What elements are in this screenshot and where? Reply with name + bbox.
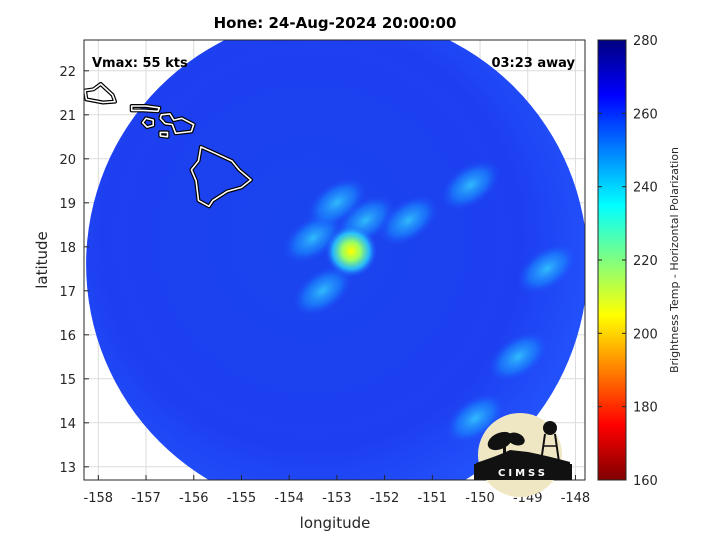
- convective-band: [378, 194, 439, 246]
- satellite-dish-icon: [487, 431, 525, 458]
- logo-text: CIMSS: [498, 468, 548, 479]
- y-tick-label: 16: [59, 329, 76, 344]
- convective-band: [516, 243, 577, 295]
- colorbar-label: Brightness Temp - Horizontal Polarizatio…: [668, 147, 681, 373]
- map-axes: -158 -157 -156 -155 -154 -153 -152 -151 -150 -149…: [15, 39, 591, 532]
- vmax-label: Vmax: 55 kts: [92, 56, 188, 71]
- island-outline: [130, 105, 161, 113]
- y-tick-label: 13: [59, 461, 76, 476]
- cimss-logo: CIMSS: [474, 413, 572, 497]
- x-tick-label: -154: [274, 491, 304, 506]
- x-tick-label: -153: [322, 491, 352, 506]
- convective-band: [292, 265, 353, 317]
- island-outline: [159, 131, 169, 138]
- y-tick-label: 22: [59, 65, 76, 80]
- convective-band: [488, 331, 549, 383]
- x-tick-label: -156: [179, 491, 209, 506]
- x-tick-label: -155: [227, 491, 257, 506]
- longitude-ticks: -158 -157 -156 -155 -154 -153 -152 -151 -150 -149…: [84, 475, 591, 506]
- y-tick-label: 19: [59, 197, 76, 212]
- y-tick-label: 20: [59, 153, 76, 168]
- island-outline: [159, 113, 195, 135]
- figure-title: Hone: 24-Aug-2024 20:00:00: [214, 14, 457, 32]
- colorbar-tick-label: 260: [633, 107, 658, 122]
- map-content: [15, 40, 585, 480]
- colorbar-tick-label: 200: [633, 327, 658, 342]
- colorbar-tick-label: 220: [633, 254, 658, 269]
- colorbar: 160 180 200 220 240 260 280 Brightness Temp - …: [597, 34, 681, 489]
- island-outline: [190, 146, 252, 208]
- x-tick-label: -158: [84, 491, 114, 506]
- colorbar-tick-label: 280: [633, 34, 658, 49]
- x-axis-label: longitude: [300, 514, 371, 532]
- y-tick-label: 18: [59, 241, 76, 256]
- colorbar-ramp: [598, 40, 626, 480]
- y-tick-label: 17: [59, 285, 76, 300]
- x-tick-label: -157: [131, 491, 161, 506]
- convective-band: [440, 159, 501, 211]
- x-tick-label: -152: [370, 491, 400, 506]
- x-tick-label: -148: [561, 491, 591, 506]
- y-tick-label: 14: [59, 417, 76, 432]
- colorbar-ticks: 160 180 200 220 240 260 280: [598, 34, 658, 489]
- island-outline: [84, 83, 116, 104]
- y-axis-label: latitude: [33, 231, 51, 289]
- plot-frame: [83, 39, 586, 481]
- colorbar-tick-label: 240: [633, 181, 658, 196]
- x-tick-label: -151: [418, 491, 448, 506]
- latitude-ticks: 13 14 15 16 17 18 19 20 21 22: [59, 65, 89, 476]
- y-tick-label: 15: [59, 373, 76, 388]
- water-tower-icon: [540, 421, 560, 463]
- island-outline: [141, 117, 154, 128]
- storm-core: [325, 225, 378, 278]
- island-outline: [15, 61, 37, 75]
- time-offset-label: 03:23 away: [491, 56, 575, 71]
- x-tick-label: -150: [465, 491, 495, 506]
- island-outline-shadow: [15, 61, 37, 75]
- hawaiian-islands: [15, 61, 253, 209]
- colorbar-tick-label: 160: [633, 474, 658, 489]
- colorbar-tick-label: 180: [633, 401, 658, 416]
- y-tick-label: 21: [59, 109, 76, 124]
